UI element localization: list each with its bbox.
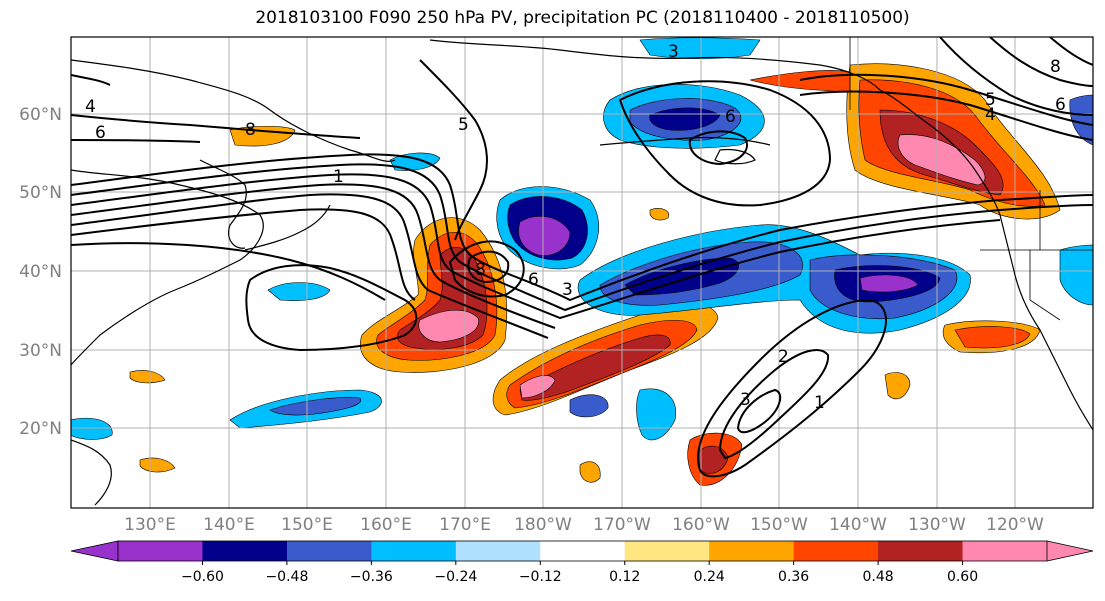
map-content: 1 1 2 3 3 3 4 4 5 5 6 6 6 6 8 8 8	[71, 37, 1093, 508]
lon-label: 150°W	[750, 515, 808, 535]
contour-label: 1	[333, 167, 344, 187]
graticule	[71, 37, 1093, 508]
contour-label: 3	[740, 390, 751, 410]
chart-title: 2018103100 F090 250 hPa PV, precipitatio…	[255, 8, 910, 28]
colorbar-extend-min	[70, 540, 119, 562]
lon-label: 180°W	[514, 515, 572, 535]
colorbar-tick-label: −0.24	[434, 569, 477, 585]
colorbar-segment	[371, 541, 457, 561]
colorbar-segment	[286, 541, 372, 561]
contour-label: 5	[985, 90, 996, 110]
lon-label: 120°W	[986, 515, 1044, 535]
contour-label: 6	[725, 107, 736, 127]
colorbar-tick-label: 0.48	[863, 569, 894, 585]
lat-labels: 60°N 50°N 40°N 30°N 20°N	[19, 105, 62, 439]
map-frame	[70, 36, 1094, 509]
colorbar-segment	[878, 541, 964, 561]
lon-label: 140°E	[203, 515, 255, 535]
lon-label: 150°E	[281, 515, 333, 535]
colorbar-segment	[455, 541, 541, 561]
colorbar-segment	[793, 541, 879, 561]
colorbar-tick-label: −0.48	[265, 569, 308, 585]
contour-label: 4	[85, 97, 96, 117]
contour-label: 2	[778, 347, 789, 367]
lon-label: 170°E	[439, 515, 491, 535]
lon-label: 130°W	[908, 515, 966, 535]
colorbar	[70, 540, 1094, 562]
contour-label: 1	[814, 393, 825, 413]
colorbar-segment	[202, 541, 288, 561]
contour-label: 8	[1050, 57, 1061, 77]
contour-label: 3	[562, 280, 573, 300]
colorbar-tick-label: 0.24	[694, 569, 725, 585]
colorbar-tick-label: 0.36	[778, 569, 809, 585]
lon-label: 140°W	[829, 515, 887, 535]
contour-label: 6	[95, 123, 106, 143]
lat-label: 40°N	[19, 262, 62, 282]
colorbar-segment	[118, 541, 203, 561]
colorbar-segment	[962, 541, 1048, 561]
contour-label: 6	[528, 270, 539, 290]
contour-label: 4	[985, 105, 996, 125]
colorbar-segment	[709, 541, 795, 561]
lat-label: 30°N	[19, 341, 62, 361]
coastlines	[71, 37, 1093, 506]
lat-label: 50°N	[19, 183, 62, 203]
lon-label: 160°E	[360, 515, 412, 535]
colorbar-segment	[540, 541, 626, 561]
colorbar-tick-label: 0.12	[609, 569, 640, 585]
lat-label: 20°N	[19, 419, 62, 439]
colorbar-tick-label: 0.60	[947, 569, 978, 585]
lat-label: 60°N	[19, 105, 62, 125]
contour-label: 8	[245, 120, 256, 140]
contour-label: 8	[475, 260, 486, 280]
colorbar-tick-label: −0.12	[519, 569, 562, 585]
contour-labels: 1 1 2 3 3 3 4 4 5 5 6 6 6 6 8 8 8	[85, 42, 1066, 413]
lon-labels: 130°E 140°E 150°E 160°E 170°E 180°W 170°…	[124, 515, 1044, 535]
lon-label: 130°E	[124, 515, 176, 535]
lon-label: 160°W	[672, 515, 730, 535]
colorbar-tick-label: −0.60	[181, 569, 224, 585]
contour-label: 3	[668, 42, 679, 62]
colorbar-tick-label: −0.36	[350, 569, 393, 585]
colorbar-segment	[624, 541, 710, 561]
colorbar-ticks: −0.60 −0.48 −0.36 −0.24 −0.12 0.12 0.24 0.36 0.4…	[181, 561, 978, 585]
colorbar-extend-max	[1046, 540, 1094, 562]
contour-label: 6	[1055, 95, 1066, 115]
contour-label: 5	[458, 115, 469, 135]
colorbar-frame	[117, 540, 1048, 562]
pv-contours	[71, 37, 1093, 478]
lon-label: 170°W	[593, 515, 651, 535]
